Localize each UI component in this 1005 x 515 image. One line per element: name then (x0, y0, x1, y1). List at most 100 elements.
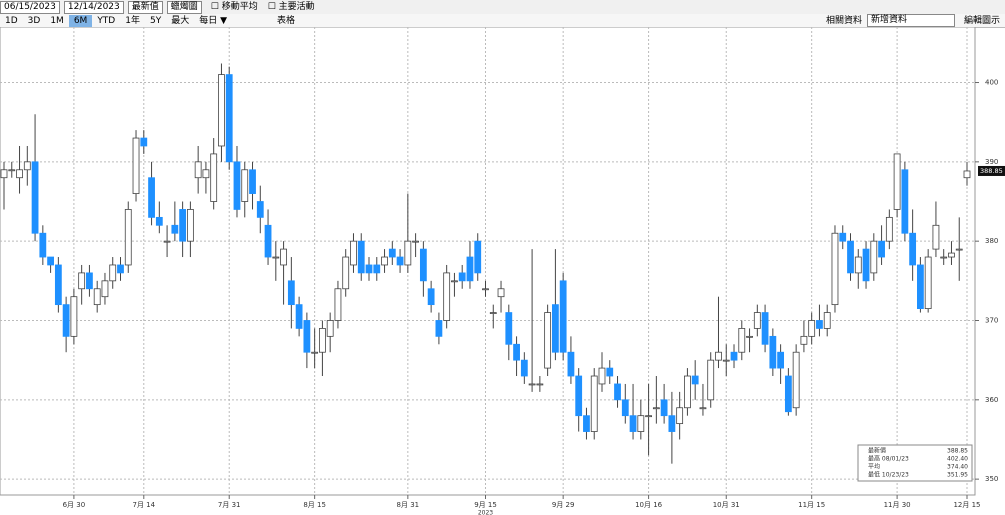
range-bar: 1D 3D 1M 6M YTD 1年 5Y 最大 每日 ▼ 表格 相關資料 新增資料 編輯圖示 (0, 14, 1005, 28)
candle-body (777, 351, 785, 369)
candle-body (466, 256, 474, 282)
y-tick-label: 370 (985, 316, 998, 324)
start-date[interactable]: 06/15/2023 (0, 0, 60, 14)
candle-body (753, 312, 761, 329)
candle-body (155, 216, 163, 226)
candle-body (357, 240, 365, 274)
candle-body (350, 240, 357, 266)
add-btn[interactable]: 新增資料 (866, 14, 955, 27)
candle-body (652, 407, 660, 410)
candle-body (132, 137, 140, 194)
legend-value: 351.95 (947, 472, 968, 479)
ma-toggle[interactable]: ☐ 移動平均 (210, 2, 258, 12)
candle-body (225, 74, 233, 163)
candle-body (854, 256, 862, 274)
candle-body (536, 383, 544, 386)
candle-body (163, 240, 171, 243)
candle-body (621, 399, 629, 417)
candle-body (505, 312, 513, 345)
candle-body (8, 169, 16, 172)
candle-body (264, 224, 272, 258)
candle-body (451, 280, 458, 283)
candle-body (303, 320, 311, 353)
x-tick-label: 10月 31 (713, 501, 740, 509)
candle-body (870, 240, 878, 274)
events-toggle[interactable]: ☐ 主要活動 (267, 2, 315, 12)
candle-body (878, 240, 885, 258)
candle-body (839, 232, 847, 242)
candle-body (179, 209, 187, 242)
candle-body (668, 415, 676, 432)
candle-body (272, 256, 280, 259)
candle-body (86, 272, 93, 290)
last-price-tag (978, 165, 1005, 176)
style-select[interactable]: 蠟燭圖 (166, 0, 202, 14)
range-btn[interactable]: 1年 (125, 15, 140, 26)
candle-body (280, 248, 287, 266)
candle-body (47, 256, 54, 266)
plot-bg (0, 27, 976, 496)
candle-body (171, 224, 179, 234)
candle-body (124, 209, 132, 266)
candle-body (948, 252, 955, 258)
candle-body (932, 224, 940, 250)
legend-value: 388.85 (947, 448, 968, 455)
candle-body (583, 415, 590, 432)
candle-body (148, 177, 155, 218)
candle-body (590, 375, 598, 432)
legend-box (857, 444, 973, 482)
candle-body (513, 343, 520, 361)
edit-btn[interactable]: 編輯圖示 (963, 15, 1000, 26)
candle-body (404, 240, 412, 266)
chart: 350 360 370 380 390 400 6月 30 7月 14 7月 31 8月 15 8月… (0, 27, 1005, 515)
y-tick-label: 400 (985, 79, 998, 87)
candle-body (202, 169, 210, 179)
candle-body (342, 256, 350, 290)
x-tick-label: 11月 15 (798, 501, 825, 509)
y-tick-label: 350 (985, 475, 998, 483)
range-btn[interactable]: 3D (27, 15, 41, 26)
candle-body (31, 161, 39, 234)
year-label: 2023 (478, 510, 493, 515)
related-btn[interactable]: 相關資料 (825, 15, 862, 26)
x-tick-label: 7月 14 (132, 501, 155, 509)
candle-body (117, 264, 124, 274)
candle-body (823, 312, 831, 329)
candle-body (373, 264, 381, 274)
legend-label: 最新價 (868, 447, 886, 455)
candle-body (559, 280, 567, 353)
end-date[interactable]: 12/14/2023 (63, 0, 124, 14)
candle-body (862, 248, 870, 282)
freq[interactable]: 每日 ▼ (199, 15, 228, 26)
field-select[interactable]: 最新值 (127, 0, 163, 14)
legend-label: 最高 08/01/23 (868, 455, 909, 463)
range-btn[interactable]: YTD (97, 15, 116, 26)
range-btn[interactable]: 6M (68, 14, 93, 27)
candle-body (0, 169, 8, 179)
candle-body (808, 320, 816, 337)
range-btn[interactable]: 最大 (171, 15, 190, 26)
y-tick-label: 390 (985, 158, 998, 166)
candle-body (241, 169, 249, 202)
range-btn[interactable]: 5Y (149, 15, 162, 26)
candle-body (544, 312, 552, 369)
candle-body (800, 335, 808, 345)
candle-body (489, 312, 497, 314)
legend-value: 374.40 (947, 464, 968, 471)
candle-body (365, 264, 373, 274)
candle-body (901, 169, 909, 234)
candle-body (567, 351, 575, 377)
candle-body (70, 296, 78, 337)
candle-body (93, 288, 101, 306)
candle-body (699, 407, 707, 410)
range-btn[interactable]: 1D (5, 15, 18, 26)
candle-body (39, 232, 47, 258)
candle-body (78, 272, 86, 290)
x-tick-label: 7月 31 (218, 501, 241, 509)
candle-body (326, 320, 334, 337)
table-btn[interactable]: 表格 (277, 15, 296, 26)
candle-body (551, 304, 559, 353)
range-btn[interactable]: 1M (50, 15, 64, 26)
candle-body (528, 383, 536, 386)
x-tick-label: 8月 15 (303, 501, 326, 509)
